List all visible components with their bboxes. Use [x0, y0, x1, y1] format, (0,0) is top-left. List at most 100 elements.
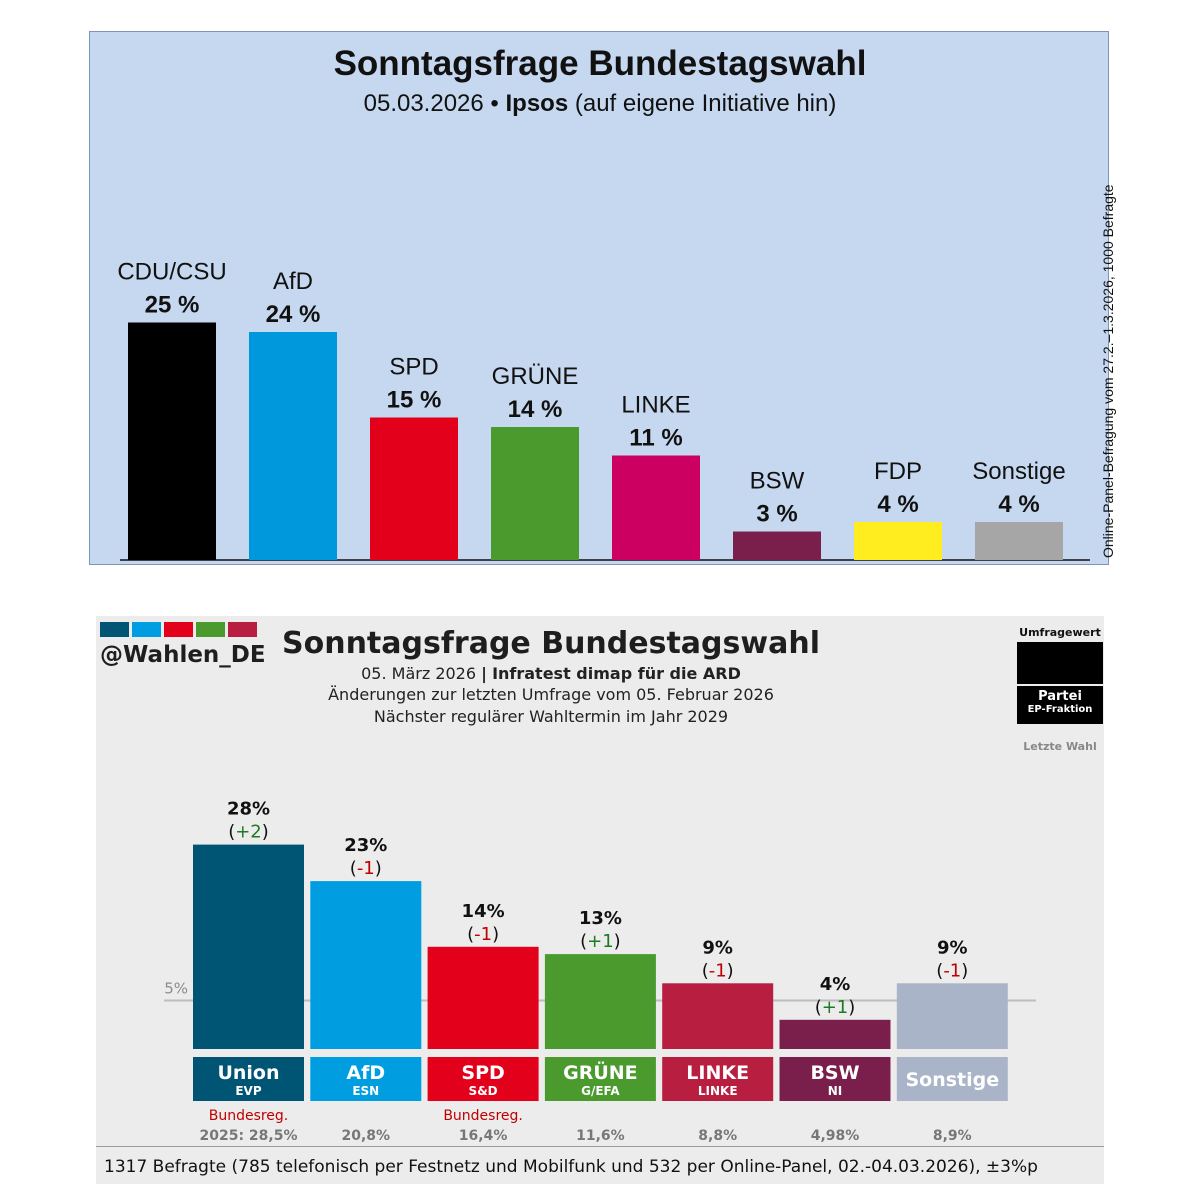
legend-faction: EP-Fraktion	[1027, 704, 1093, 715]
party-label-linke: LINKE	[686, 1062, 749, 1084]
bar-union	[193, 844, 304, 1049]
change-label-union: (+2)	[228, 822, 269, 843]
chart-subtitle-line3: Nächster regulärer Wahltermin im Jahr 20…	[373, 707, 729, 726]
value-label-linke: 11 %	[629, 425, 682, 452]
party-label-gr-ne: GRÜNE	[563, 1060, 638, 1084]
chart-subtitle-line2: Änderungen zur letzten Umfrage vom 05. F…	[328, 685, 774, 704]
party-label-afd: AfD	[346, 1062, 385, 1084]
category-label-bsw: BSW	[750, 468, 805, 495]
value-label-afd: 24 %	[266, 301, 321, 328]
bar-sonstige	[896, 983, 1008, 1049]
twitter-handle: @Wahlen_DE	[100, 642, 266, 668]
value-label-bsw: 3 %	[756, 501, 797, 528]
footer-divider	[96, 1146, 1104, 1147]
bar-bsw	[779, 1019, 891, 1049]
legend-party-box: Partei EP-Fraktion	[1017, 686, 1103, 724]
value-label-sonstige: 4 %	[998, 491, 1039, 518]
faction-label-spd: S&D	[469, 1084, 498, 1098]
party-label-spd: SPD	[461, 1062, 504, 1084]
header-swatch	[228, 622, 257, 637]
faction-label-union: EVP	[235, 1084, 261, 1098]
category-label-gr-ne: GRÜNE	[492, 363, 579, 390]
party-label-sonstige: Sonstige	[905, 1069, 999, 1091]
value-label-spd: 14%	[462, 901, 505, 922]
bar-linke	[612, 455, 700, 560]
value-label-linke: 9%	[702, 937, 733, 958]
bar-afd	[310, 881, 422, 1049]
change-label-sonstige: (-1)	[936, 960, 968, 981]
header-swatch	[132, 622, 161, 637]
bar-linke	[662, 983, 774, 1049]
value-label-cdu-csu: 25 %	[145, 292, 200, 319]
bar-fdp	[854, 522, 942, 560]
bar-afd	[249, 332, 337, 560]
category-label-afd: AfD	[273, 268, 313, 295]
party-label-bsw: BSW	[810, 1062, 859, 1084]
last-election-linke: 8,8%	[698, 1128, 737, 1144]
header-swatch	[100, 622, 129, 637]
party-box-afd	[310, 1057, 422, 1101]
legend-value-box	[1017, 642, 1103, 684]
faction-label-afd: ESN	[352, 1084, 379, 1098]
value-label-gr-ne: 13%	[579, 908, 622, 929]
bar-cdu-csu	[128, 322, 216, 560]
category-label-fdp: FDP	[874, 458, 922, 485]
bar-spd	[370, 417, 458, 560]
bar-sonstige	[975, 522, 1063, 560]
bar-spd	[427, 946, 539, 1049]
party-label-union: Union	[217, 1062, 279, 1084]
government-note-union: Bundesreg.	[209, 1108, 289, 1124]
legend-title: Umfragewert	[1019, 626, 1101, 639]
bar-bsw	[733, 531, 821, 560]
subtitle-separator: |	[481, 664, 487, 683]
legend-last-election: Letzte Wahl	[1023, 740, 1097, 753]
change-label-bsw: (+1)	[815, 997, 856, 1018]
government-note-spd: Bundesreg.	[443, 1108, 523, 1124]
change-label-afd: (-1)	[350, 858, 382, 879]
change-label-linke: (-1)	[702, 960, 734, 981]
chart-subtitle: 05.03.2026 • Ipsos (auf eigene Initiativ…	[90, 90, 1110, 118]
category-label-sonstige: Sonstige	[972, 458, 1065, 485]
faction-label-gr-ne: G/EFA	[581, 1084, 620, 1098]
category-label-linke: LINKE	[621, 392, 690, 419]
chart-title: Sonntagsfrage Bundestagswahl	[282, 626, 820, 661]
last-election-sonstige: 8,9%	[933, 1128, 972, 1144]
subtitle-separator: •	[490, 90, 499, 117]
change-label-spd: (-1)	[467, 924, 499, 945]
header-swatch	[164, 622, 193, 637]
value-label-union: 28%	[227, 799, 270, 820]
last-election-gr-ne: 11,6%	[576, 1128, 625, 1144]
change-label-gr-ne: (+1)	[580, 931, 621, 952]
bar-gr-ne	[491, 427, 579, 560]
subtitle-date: 05.03.2026	[363, 90, 484, 117]
party-box-linke	[662, 1057, 774, 1101]
value-label-fdp: 4 %	[877, 491, 918, 518]
faction-label-bsw: NI	[828, 1084, 843, 1098]
party-box-sonstige	[896, 1057, 1008, 1101]
chart-subtitle-line1: 05. März 2026 | Infratest dimap für die …	[206, 664, 896, 683]
footer-note: 1317 Befragte (785 telefonisch per Festn…	[104, 1157, 1038, 1177]
last-election-afd: 20,8%	[342, 1128, 391, 1144]
value-label-bsw: 4%	[820, 974, 851, 995]
infratest-chart: @Wahlen_DE Sonntagsfrage Bundestagswahl …	[96, 616, 1104, 1184]
subtitle-note: (auf eigene Initiative hin)	[574, 90, 837, 117]
value-label-gr-ne: 14 %	[508, 396, 563, 423]
threshold-label: 5%	[164, 980, 188, 998]
party-box-union	[193, 1057, 304, 1101]
ipsos-chart: Sonntagsfrage Bundestagswahl 05.03.2026 …	[89, 31, 1116, 565]
party-box-gr-ne	[544, 1057, 656, 1101]
bar-gr-ne	[544, 954, 656, 1049]
faction-label-linke: LINKE	[698, 1084, 738, 1098]
category-label-cdu-csu: CDU/CSU	[117, 259, 226, 286]
last-election-spd: 16,4%	[459, 1128, 508, 1144]
last-election-bsw: 4,98%	[811, 1128, 860, 1144]
subtitle-institute: Infratest dimap für die ARD	[492, 664, 741, 683]
header-swatch	[196, 622, 225, 637]
category-label-spd: SPD	[389, 354, 438, 381]
value-label-sonstige: 9%	[937, 937, 968, 958]
ipsos-bar-plot: 25 % CDU/CSU 24 % AfD 15 % SPD 14 % GRÜNE 11 % LI…	[117, 259, 1090, 561]
party-box-bsw	[779, 1057, 891, 1101]
chart-title: Sonntagsfrage Bundestagswahl	[333, 44, 867, 83]
legend-party: Partei	[1038, 689, 1082, 704]
